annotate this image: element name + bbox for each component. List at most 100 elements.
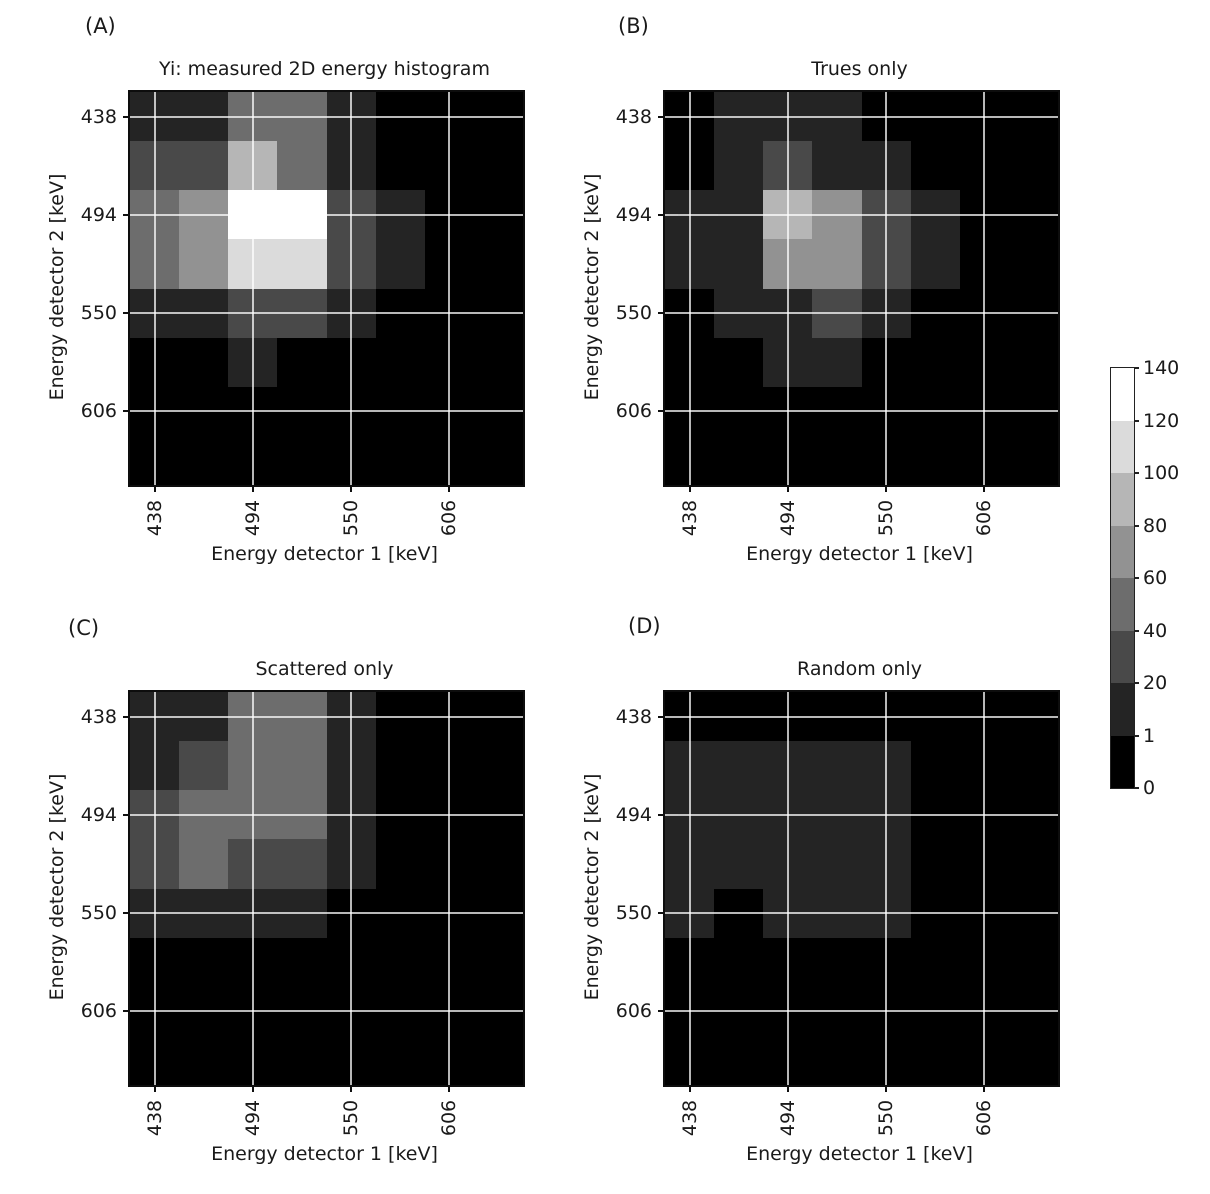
panel-b-heatmap: 438 438 494 494 550 550 606 606	[616, 90, 1060, 536]
heatmap-cell	[179, 435, 229, 485]
gridline-horizontal	[665, 115, 1058, 118]
heatmap-cell	[714, 741, 764, 791]
colorbar-tick-mark	[1134, 629, 1139, 632]
heatmap-cell	[812, 141, 862, 191]
gridline-horizontal	[130, 115, 523, 118]
gridline-horizontal	[665, 312, 1058, 315]
heatmap-cell	[812, 1035, 862, 1085]
heatmap-cell	[277, 435, 327, 485]
heatmap-cell	[179, 141, 229, 191]
colorbar-tick-label: 60	[1143, 567, 1168, 589]
colorbar-tick-label: 120	[1143, 409, 1180, 432]
heatmap-cell	[277, 337, 327, 387]
heatmap-cell	[1008, 1035, 1058, 1085]
gridline-vertical	[688, 692, 691, 1085]
panel-a-x-axis-label: Energy detector 1 [keV]	[211, 543, 438, 565]
heatmap-cell	[277, 839, 327, 889]
colorbar-tick-label: 1	[1143, 724, 1156, 747]
panel-a: Yi: measured 2D energy histogram 438 438 4…	[46, 58, 525, 565]
heatmap-cell	[812, 937, 862, 987]
heatmap-cell	[812, 741, 862, 791]
y-tick-mark	[658, 312, 665, 315]
heatmap-cells	[130, 692, 523, 1085]
gridline-horizontal	[665, 912, 1058, 915]
heatmap-cell	[179, 337, 229, 387]
panel-c: Scattered only 438 438 494 494 550 550 606 606 …	[46, 658, 525, 1165]
colorbar: 0 1 20 40 60 80 100 120 140	[1110, 357, 1179, 799]
gridline-horizontal	[665, 213, 1058, 216]
gridline-vertical	[251, 692, 254, 1085]
y-tick-label: 438	[615, 105, 652, 128]
colorbar-segment	[1111, 735, 1134, 788]
y-tick-label: 438	[80, 105, 117, 128]
y-tick-mark	[123, 213, 130, 216]
x-tick-label: 606	[973, 499, 996, 537]
colorbar-segments	[1111, 368, 1134, 788]
heatmap-cell	[714, 1035, 764, 1085]
heatmap-cell	[910, 435, 960, 485]
heatmap-cell	[375, 937, 425, 987]
heatmap-cell	[375, 839, 425, 889]
colorbar-segment	[1111, 683, 1134, 736]
colorbar-tick-label: 20	[1143, 672, 1168, 694]
heatmap-cell	[1008, 435, 1058, 485]
y-tick-label: 550	[80, 302, 117, 325]
y-tick-label: 606	[80, 400, 117, 423]
colorbar-tick-label: 140	[1143, 357, 1180, 379]
y-tick-mark	[123, 912, 130, 915]
gridline-vertical	[448, 692, 451, 1085]
y-tick-mark	[123, 312, 130, 315]
colorbar-tick-label: 40	[1143, 619, 1168, 642]
y-tick-label: 606	[80, 1000, 117, 1023]
colorbar-tick-mark	[1134, 419, 1139, 422]
gridline-vertical	[350, 692, 353, 1085]
heatmap-cell	[812, 435, 862, 485]
x-tick-mark	[153, 485, 156, 492]
x-tick-mark	[251, 485, 254, 492]
x-tick-label: 550	[875, 499, 898, 537]
x-tick-label: 606	[438, 1099, 461, 1137]
gridline-vertical	[885, 92, 888, 485]
y-tick-mark	[658, 410, 665, 413]
x-tick-mark	[688, 485, 691, 492]
y-tick-label: 550	[615, 302, 652, 325]
y-tick-label: 494	[615, 803, 652, 826]
gridline-horizontal	[665, 1010, 1058, 1013]
x-tick-label: 606	[973, 1099, 996, 1137]
heatmap-cell	[910, 741, 960, 791]
gridline-vertical	[350, 92, 353, 485]
y-tick-mark	[123, 1010, 130, 1013]
panel-d-x-axis-label: Energy detector 1 [keV]	[746, 1143, 973, 1165]
colorbar-tick-mark	[1134, 734, 1139, 737]
panel-a-heatmap: 438 438 494 494 550 550 606 606	[81, 90, 525, 536]
gridline-vertical	[448, 92, 451, 485]
x-tick-mark	[448, 485, 451, 492]
gridline-horizontal	[130, 312, 523, 315]
y-tick-label: 438	[615, 705, 652, 728]
y-tick-mark	[123, 813, 130, 816]
y-tick-label: 494	[80, 203, 117, 226]
x-tick-mark	[983, 1085, 986, 1092]
panel-b-corner-label: (B)	[618, 14, 649, 38]
x-tick-mark	[885, 1085, 888, 1092]
y-tick-mark	[658, 1010, 665, 1013]
y-tick-label: 550	[80, 902, 117, 925]
gridline-horizontal	[130, 813, 523, 816]
heatmap-cell	[910, 337, 960, 387]
gridline-horizontal	[130, 715, 523, 718]
y-tick-label: 438	[80, 705, 117, 728]
heatmap-cell	[714, 839, 764, 889]
colorbar-segment	[1111, 578, 1134, 631]
heatmap-cell	[375, 1035, 425, 1085]
heatmap-cell	[277, 1035, 327, 1085]
gridline-horizontal	[130, 410, 523, 413]
y-tick-mark	[658, 912, 665, 915]
colorbar-tick-mark	[1134, 367, 1139, 369]
heatmap-cell	[1008, 239, 1058, 289]
gridline-vertical	[983, 692, 986, 1085]
panel-d: Random only 438 438 494 494 550 550 606 606 Ene…	[581, 658, 1060, 1165]
colorbar-segment	[1111, 420, 1134, 473]
heatmap-cell	[812, 239, 862, 289]
colorbar-tick-mark	[1134, 472, 1139, 474]
